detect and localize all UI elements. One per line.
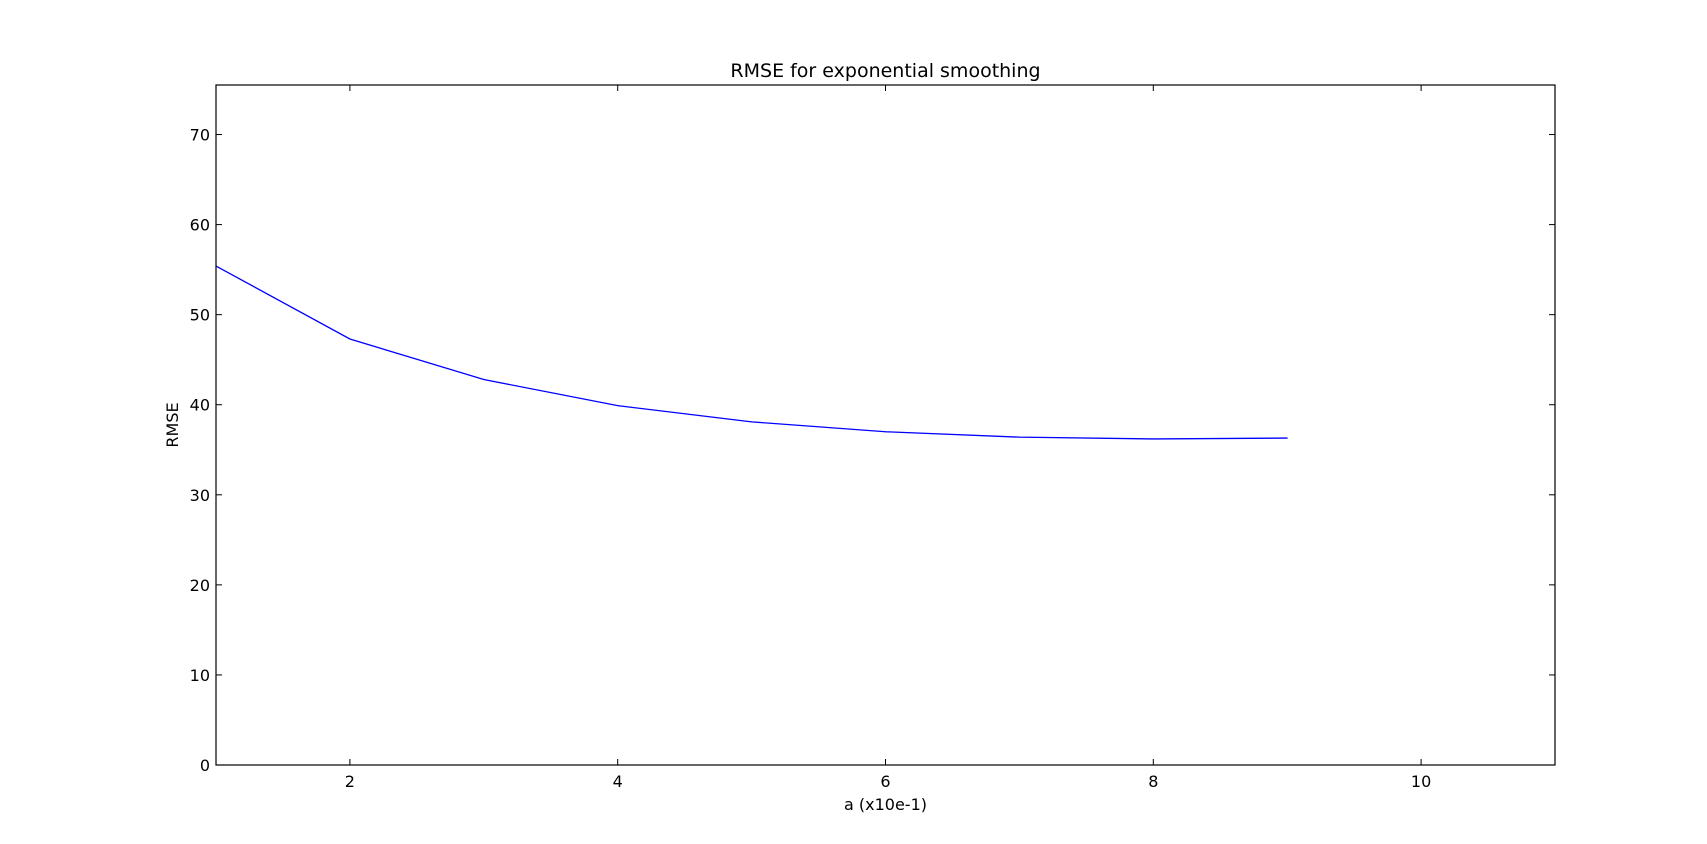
y-tick-label: 50 [190, 306, 210, 325]
x-tick-label: 2 [345, 772, 355, 791]
y-axis-ticks: 0 10 20 30 40 50 60 70 [190, 126, 1555, 775]
data-point [483, 378, 485, 381]
data-point [1152, 438, 1154, 440]
x-tick-label: 10 [1411, 772, 1431, 791]
y-tick-label: 30 [190, 486, 210, 505]
data-point [1018, 436, 1021, 438]
y-axis-label: RMSE [163, 402, 182, 447]
y-tick-label: 10 [190, 666, 210, 685]
y-tick-label: 0 [200, 756, 210, 775]
y-tick-label: 70 [190, 126, 210, 145]
x-tick-label: 6 [880, 772, 890, 791]
y-tick-label: 40 [190, 396, 210, 415]
x-axis-ticks: 2 4 6 8 10 [345, 85, 1431, 791]
plot-background [216, 85, 1555, 765]
x-tick-label: 4 [613, 772, 623, 791]
data-point [884, 431, 887, 433]
data-point [617, 405, 619, 407]
series-layer [215, 265, 1288, 440]
x-axis-label: a (x10e-1) [844, 795, 927, 814]
x-tick-label: 8 [1148, 772, 1158, 791]
data-point [349, 338, 351, 340]
y-tick-label: 60 [190, 216, 210, 235]
data-point [1286, 437, 1288, 439]
data-point [751, 421, 753, 423]
y-tick-label: 20 [190, 576, 210, 595]
chart-title: RMSE for exponential smoothing [730, 60, 1040, 82]
